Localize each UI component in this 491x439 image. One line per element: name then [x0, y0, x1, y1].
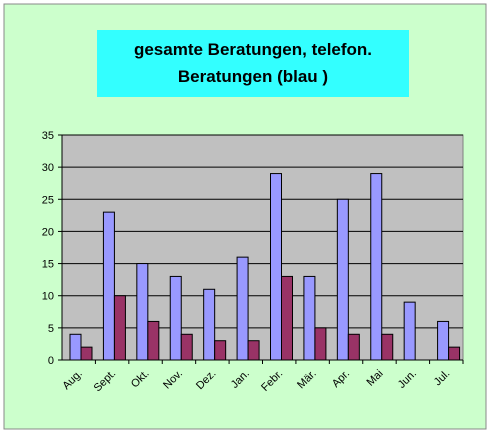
chart-title: gesamte Beratungen, telefon. — [134, 40, 372, 59]
bar — [381, 333, 394, 361]
y-tick-label: 10 — [42, 291, 54, 303]
bar — [147, 320, 160, 361]
y-tick-label: 30 — [42, 162, 54, 174]
bar — [80, 346, 93, 361]
bar — [136, 263, 149, 361]
bar — [247, 340, 260, 361]
bar — [236, 256, 249, 361]
bar — [303, 275, 316, 361]
bar — [203, 288, 216, 361]
bar — [370, 173, 383, 361]
bar — [102, 211, 115, 361]
bar — [69, 333, 82, 361]
bar — [314, 327, 327, 361]
bar — [437, 320, 450, 361]
title-box — [97, 30, 409, 97]
y-tick-label: 35 — [42, 130, 54, 142]
bar — [180, 333, 193, 361]
bar — [270, 173, 282, 361]
chart-title: Beratungen (blau ) — [178, 67, 328, 86]
y-tick-label: 5 — [48, 323, 54, 335]
bar — [113, 295, 126, 361]
y-tick-label: 15 — [42, 259, 54, 271]
bar — [347, 333, 360, 361]
bar — [403, 301, 416, 361]
bar — [448, 346, 461, 361]
bar — [281, 275, 293, 361]
bar — [214, 340, 227, 361]
y-tick-label: 0 — [48, 355, 54, 367]
y-tick-label: 20 — [42, 226, 54, 238]
bar — [336, 198, 349, 361]
bar — [169, 275, 182, 361]
y-tick-label: 25 — [42, 194, 54, 206]
